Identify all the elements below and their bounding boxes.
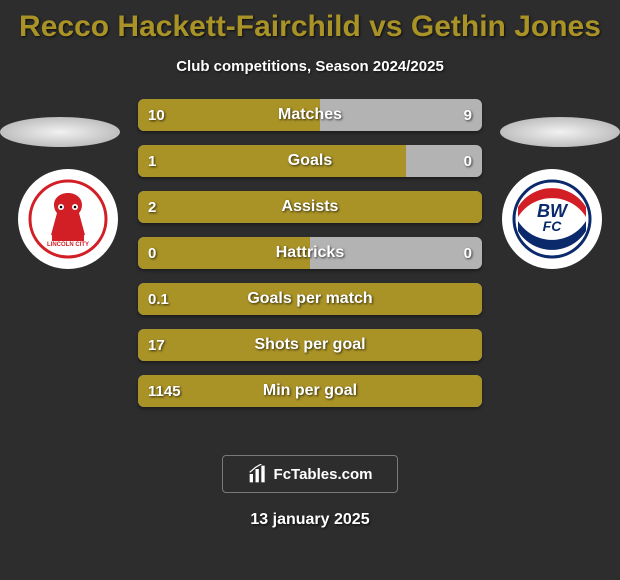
player2-platform xyxy=(500,117,620,147)
snapshot-date: 13 january 2025 xyxy=(0,511,620,529)
stat-row: 2Assists xyxy=(138,191,482,223)
stat-row: 17Shots per goal xyxy=(138,329,482,361)
brand-text: FcTables.com xyxy=(274,466,373,483)
stat-row: 00Hattricks xyxy=(138,237,482,269)
vs-separator: vs xyxy=(369,10,402,43)
stat-row: 109Matches xyxy=(138,99,482,131)
bolton-wanderers-crest-icon: BW FC xyxy=(512,179,592,259)
stat-bar-fill xyxy=(138,237,310,269)
stat-right-value: 0 xyxy=(454,237,482,269)
stat-bar-fill xyxy=(138,283,482,315)
stat-row: 0.1Goals per match xyxy=(138,283,482,315)
bar-chart-icon xyxy=(248,464,268,484)
stat-bars: 109Matches 10Goals 2Assists 00Hattricks 0.1G… xyxy=(138,99,482,421)
stat-bar-fill xyxy=(138,145,406,177)
player1-name: Recco Hackett-Fairchild xyxy=(19,10,361,43)
stat-row: 1145Min per goal xyxy=(138,375,482,407)
stat-right-value: 0 xyxy=(454,145,482,177)
comparison-arena: LINCOLN CITY BW FC 109Matches 10Goals 2Ass… xyxy=(0,99,620,439)
svg-text:LINCOLN CITY: LINCOLN CITY xyxy=(47,242,89,248)
player2-club-crest: BW FC xyxy=(502,169,602,269)
svg-text:FC: FC xyxy=(543,218,563,234)
stat-bar-fill xyxy=(138,375,482,407)
stat-bar-fill xyxy=(138,191,482,223)
player1-club-crest: LINCOLN CITY xyxy=(18,169,118,269)
comparison-title: Recco Hackett-Fairchild vs Gethin Jones xyxy=(0,0,620,44)
brand-badge[interactable]: FcTables.com xyxy=(222,455,398,493)
subtitle: Club competitions, Season 2024/2025 xyxy=(0,58,620,75)
stat-right-value: 9 xyxy=(454,99,482,131)
player1-platform xyxy=(0,117,120,147)
stat-bar-fill xyxy=(138,99,320,131)
lincoln-city-crest-icon: LINCOLN CITY xyxy=(28,179,108,259)
stat-row: 10Goals xyxy=(138,145,482,177)
stat-bar-fill xyxy=(138,329,482,361)
player2-name: Gethin Jones xyxy=(411,10,601,43)
